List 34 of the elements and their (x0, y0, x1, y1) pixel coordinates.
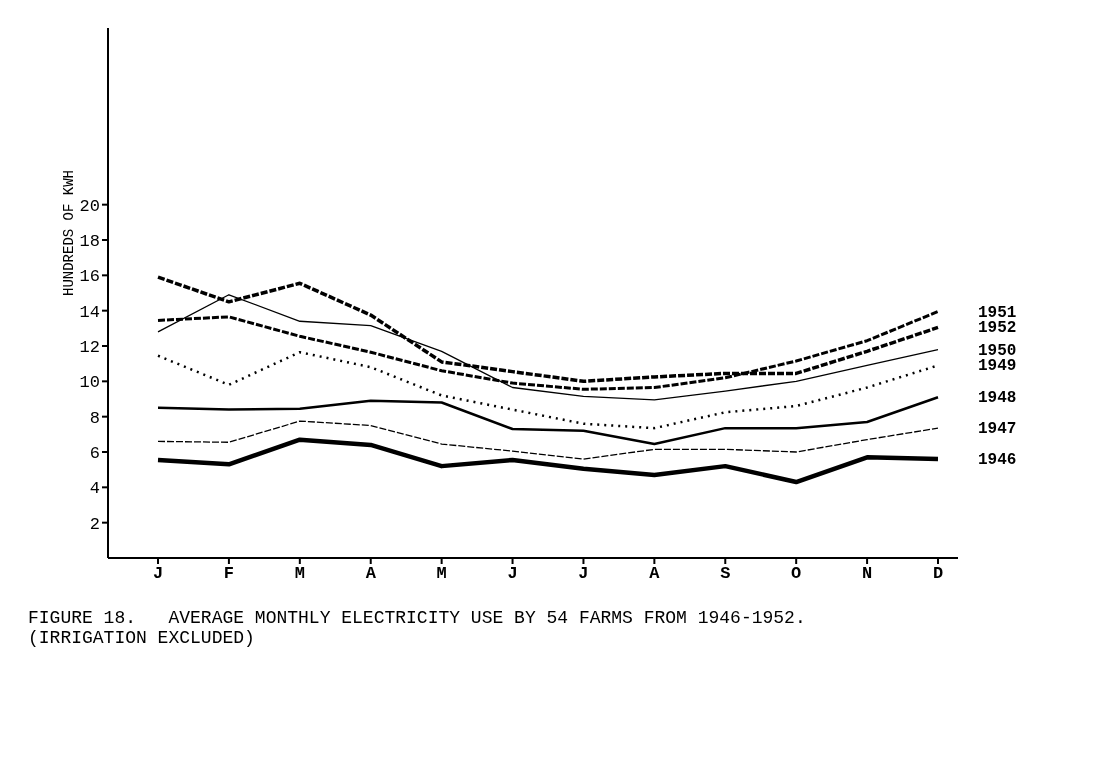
line-series (157, 420, 939, 460)
y-tick-label: 4 (89, 479, 100, 499)
x-tick-label: J (578, 564, 589, 584)
y-tick-label: 12 (79, 338, 100, 358)
y-tick-label: 14 (79, 302, 100, 322)
x-tick-label: D (932, 564, 944, 584)
y-axis-title: HUNDREDS OF KWH (60, 169, 77, 297)
y-tick-label: 18 (79, 232, 100, 252)
x-tick-label: A (649, 564, 661, 584)
line-series (156, 395, 940, 446)
x-tick-label: A (365, 564, 377, 584)
y-tick-label: 20 (79, 196, 100, 216)
x-tick-label: N (861, 564, 873, 584)
x-tick-label: S (720, 564, 731, 584)
y-tick-label: 10 (79, 373, 100, 393)
y-tick-label: 2 (89, 514, 100, 534)
text: 1951 (978, 303, 1017, 322)
y-tick-label: 8 (89, 408, 100, 428)
text: 1948 (978, 389, 1017, 408)
text: 1952 (978, 319, 1017, 338)
y-tick-label: 6 (89, 444, 100, 464)
x-tick-label: F (223, 564, 235, 584)
text: 1950 (978, 341, 1017, 360)
x-tick-label: J (152, 564, 164, 584)
y-tick-label: 16 (79, 267, 100, 287)
x-tick-label: M (436, 564, 447, 584)
line-series (155, 437, 941, 485)
text: 1947 (978, 420, 1017, 439)
x-tick-label: O (791, 564, 802, 584)
x-tick-label: M (294, 564, 305, 584)
text: 1946 (978, 451, 1017, 470)
text: FIGURE 18. AVERAGE MONTHLY ELECTRICITY USE BY 54 FARMS FROM 1946-1952. (IRRIGATION EXCLUDED) (28, 608, 807, 648)
text: 1949 (978, 357, 1017, 376)
x-tick-label: J (507, 564, 518, 584)
